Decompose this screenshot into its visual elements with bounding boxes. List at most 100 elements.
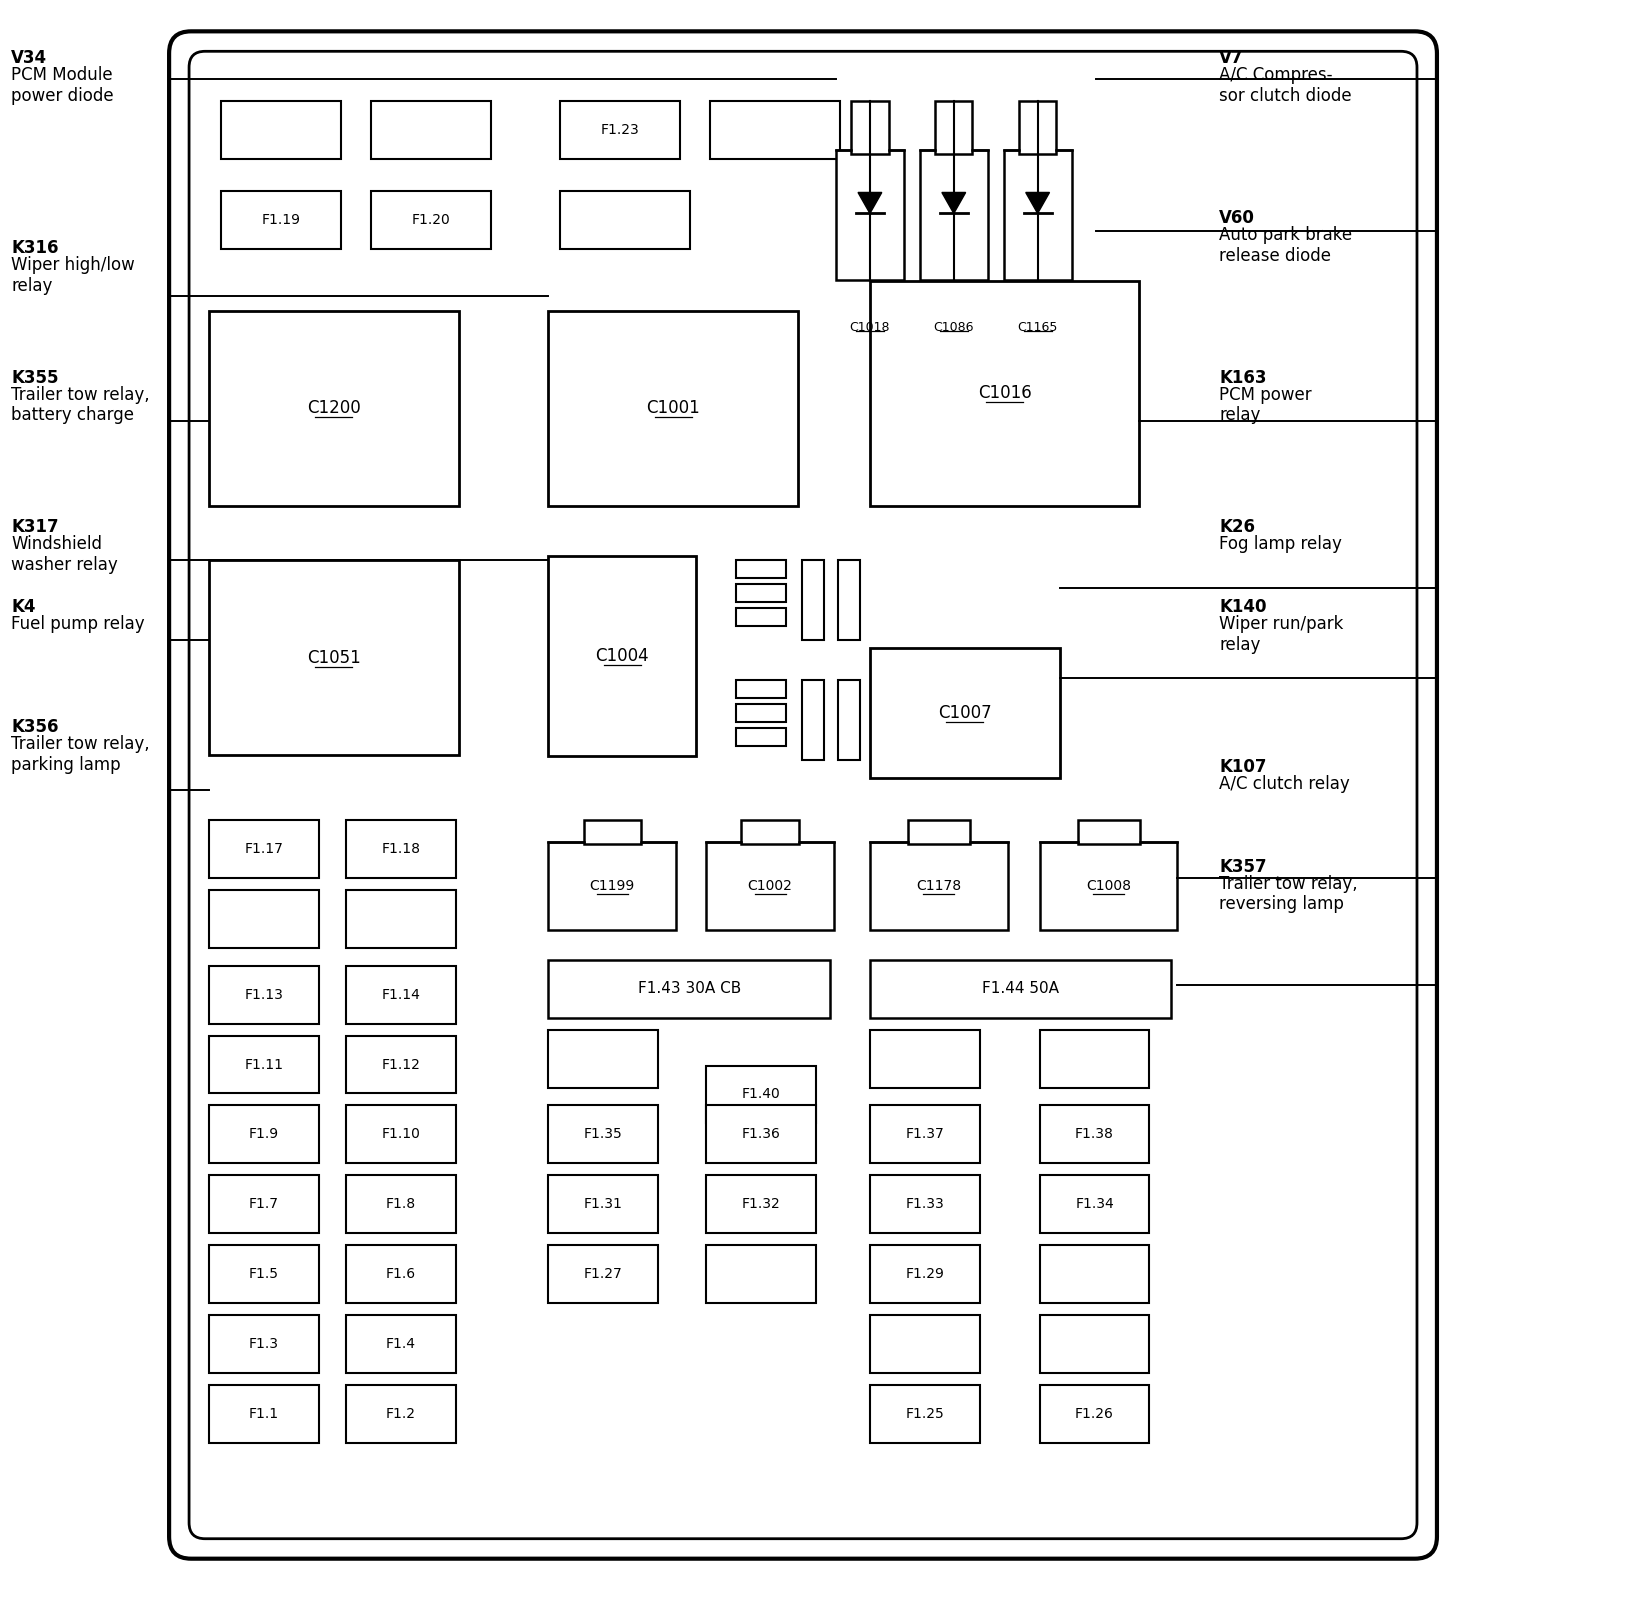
Bar	[210, 890, 319, 948]
Text: F1.31: F1.31	[584, 1197, 622, 1211]
Bar	[802, 560, 823, 640]
Bar	[210, 1036, 319, 1094]
Text: C1001: C1001	[647, 399, 701, 417]
Text: C1004: C1004	[596, 648, 650, 666]
Bar	[345, 1384, 455, 1444]
Bar	[1039, 1384, 1149, 1444]
Text: C1051: C1051	[308, 648, 360, 667]
Bar	[710, 101, 840, 159]
Text: K317: K317	[11, 518, 59, 536]
Text: F1.26: F1.26	[1076, 1407, 1113, 1421]
Bar	[838, 560, 859, 640]
Text: F1.7: F1.7	[249, 1197, 278, 1211]
Text: F1.6: F1.6	[386, 1267, 416, 1282]
Text: Fog lamp relay: Fog lamp relay	[1220, 536, 1342, 553]
Bar	[210, 1176, 319, 1233]
Bar	[210, 1245, 319, 1302]
Bar	[548, 557, 696, 755]
Text: C1200: C1200	[308, 399, 360, 417]
Text: F1.14: F1.14	[381, 988, 421, 1001]
Bar	[560, 191, 691, 249]
Text: F1.10: F1.10	[381, 1128, 421, 1142]
Bar	[802, 680, 823, 760]
Text: K316: K316	[11, 239, 59, 257]
Text: F1.37: F1.37	[905, 1128, 945, 1142]
Bar	[737, 704, 786, 722]
Bar	[210, 311, 458, 505]
Bar	[548, 842, 676, 930]
Text: F1.44 50A: F1.44 50A	[982, 982, 1059, 996]
Text: F1.35: F1.35	[584, 1128, 622, 1142]
Text: K4: K4	[11, 598, 36, 616]
Bar	[869, 842, 1008, 930]
Bar	[548, 1105, 658, 1163]
Bar	[548, 311, 797, 505]
Bar	[737, 680, 786, 698]
Bar	[345, 1105, 455, 1163]
Text: V34: V34	[11, 50, 47, 67]
Text: PCM Module
power diode: PCM Module power diode	[11, 66, 115, 104]
Text: C1178: C1178	[917, 879, 961, 893]
Bar	[706, 842, 833, 930]
Text: K163: K163	[1220, 369, 1267, 387]
Bar	[920, 151, 987, 281]
Text: F1.25: F1.25	[905, 1407, 945, 1421]
FancyBboxPatch shape	[188, 51, 1418, 1538]
Text: F1.32: F1.32	[742, 1197, 781, 1211]
Bar	[869, 959, 1172, 1017]
Text: F1.17: F1.17	[244, 842, 283, 857]
Bar	[1039, 1315, 1149, 1373]
Bar	[1039, 1030, 1149, 1088]
Bar	[869, 1245, 979, 1302]
Text: Fuel pump relay: Fuel pump relay	[11, 614, 146, 634]
Bar	[345, 820, 455, 877]
Text: F1.12: F1.12	[381, 1057, 421, 1071]
Bar	[869, 1030, 979, 1088]
Bar	[1077, 820, 1139, 844]
Bar	[548, 1176, 658, 1233]
Bar	[345, 966, 455, 1023]
Text: F1.11: F1.11	[244, 1057, 283, 1071]
FancyBboxPatch shape	[169, 32, 1437, 1559]
Text: C1008: C1008	[1085, 879, 1131, 893]
Bar	[345, 1315, 455, 1373]
Bar	[706, 1105, 815, 1163]
Bar	[1039, 1176, 1149, 1233]
Text: F1.38: F1.38	[1076, 1128, 1113, 1142]
Text: F1.43 30A CB: F1.43 30A CB	[637, 982, 742, 996]
Text: C1086: C1086	[933, 321, 974, 334]
Bar	[737, 608, 786, 626]
Polygon shape	[858, 192, 882, 213]
Bar	[210, 1384, 319, 1444]
Text: C1165: C1165	[1018, 321, 1058, 334]
Text: PCM power
relay: PCM power relay	[1220, 385, 1311, 425]
Bar	[706, 1065, 815, 1123]
Bar	[869, 1384, 979, 1444]
Text: F1.1: F1.1	[249, 1407, 278, 1421]
Bar	[706, 1245, 815, 1302]
Bar	[370, 191, 491, 249]
Text: V60: V60	[1220, 209, 1256, 228]
Bar	[210, 1105, 319, 1163]
Text: F1.27: F1.27	[584, 1267, 622, 1282]
Text: C1002: C1002	[748, 879, 792, 893]
Text: V7: V7	[1220, 50, 1244, 67]
Bar	[345, 1245, 455, 1302]
Bar	[869, 1176, 979, 1233]
Text: Trailer tow relay,
reversing lamp: Trailer tow relay, reversing lamp	[1220, 874, 1359, 913]
Text: F1.29: F1.29	[905, 1267, 945, 1282]
Text: K355: K355	[11, 369, 59, 387]
Bar	[742, 820, 799, 844]
Bar	[345, 1176, 455, 1233]
Bar	[1039, 1245, 1149, 1302]
Text: F1.19: F1.19	[262, 213, 301, 228]
Bar	[584, 820, 642, 844]
Text: F1.23: F1.23	[601, 124, 640, 138]
Polygon shape	[1026, 192, 1049, 213]
Bar	[909, 820, 969, 844]
Bar	[1039, 842, 1177, 930]
Bar	[706, 1176, 815, 1233]
Text: F1.4: F1.4	[386, 1338, 416, 1351]
Bar	[221, 191, 340, 249]
Bar	[869, 1105, 979, 1163]
